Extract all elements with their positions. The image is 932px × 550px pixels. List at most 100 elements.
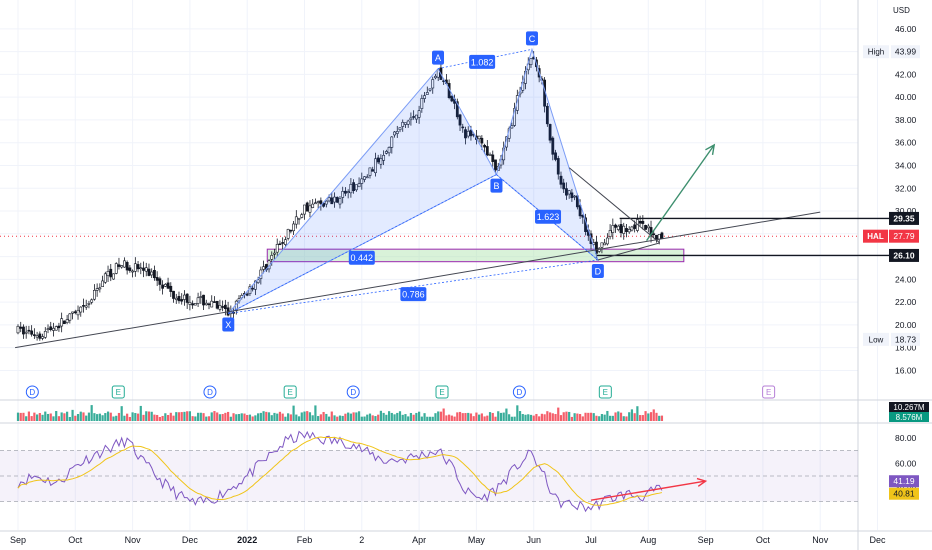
volume-bar bbox=[221, 414, 224, 421]
candle bbox=[401, 119, 405, 132]
candle-body bbox=[423, 95, 426, 99]
volume-bar bbox=[142, 414, 145, 421]
candle bbox=[404, 122, 407, 129]
volume-bar bbox=[134, 413, 137, 421]
dividend-marker-text: D bbox=[29, 388, 35, 397]
candle bbox=[352, 179, 356, 194]
time-axis-label: Nov bbox=[125, 535, 142, 545]
candle bbox=[32, 328, 36, 339]
dividend-marker[interactable]: D bbox=[346, 385, 360, 399]
volume-bar bbox=[338, 415, 342, 421]
candle bbox=[215, 300, 219, 310]
dividend-marker[interactable]: D bbox=[512, 385, 526, 399]
earnings-marker[interactable]: E bbox=[598, 385, 612, 399]
volume-bar bbox=[633, 413, 636, 421]
candle bbox=[98, 283, 102, 293]
volume-bar bbox=[202, 413, 205, 421]
volume-bar bbox=[85, 415, 88, 421]
earnings-marker[interactable]: E bbox=[762, 385, 776, 399]
volume-bar bbox=[456, 412, 459, 421]
volume-bar bbox=[147, 411, 151, 421]
candle bbox=[614, 223, 617, 233]
volume-bar bbox=[87, 412, 91, 421]
volume-bar bbox=[25, 416, 28, 421]
volume-bar bbox=[76, 414, 80, 421]
candle-body bbox=[62, 320, 66, 325]
candle-body bbox=[79, 306, 83, 313]
earnings-marker[interactable]: E bbox=[435, 385, 449, 399]
volume-bar bbox=[426, 416, 429, 421]
volume-bar bbox=[377, 414, 380, 421]
candle bbox=[185, 293, 189, 309]
dividend-marker[interactable]: D bbox=[203, 385, 217, 399]
earnings-marker-text: E bbox=[766, 388, 771, 397]
volume-bar bbox=[609, 415, 612, 421]
candle-body bbox=[573, 195, 577, 198]
volume-bar bbox=[557, 407, 560, 421]
volume-bar bbox=[445, 415, 448, 421]
volume-bar bbox=[199, 412, 202, 421]
price-badge-value-bg bbox=[889, 229, 919, 243]
candle bbox=[341, 186, 345, 204]
volume-bar bbox=[246, 414, 249, 421]
candle bbox=[311, 199, 315, 209]
candle-body bbox=[551, 137, 555, 155]
candle bbox=[616, 224, 620, 232]
candle-body bbox=[352, 182, 356, 191]
candle bbox=[297, 217, 301, 225]
candle bbox=[611, 218, 615, 240]
candle bbox=[38, 331, 42, 341]
rsi-axis-label: 60.00 bbox=[895, 458, 917, 468]
volume-bar bbox=[423, 413, 426, 421]
volume-bar bbox=[516, 405, 519, 421]
volume-bar bbox=[390, 412, 393, 421]
volume-bar bbox=[254, 415, 257, 421]
volume-bar bbox=[145, 411, 148, 421]
candle-body bbox=[161, 284, 165, 289]
dividend-marker[interactable]: D bbox=[25, 385, 39, 399]
rsi-pane bbox=[0, 430, 858, 513]
price-badge-value: 27.79 bbox=[893, 231, 915, 241]
candle bbox=[627, 226, 631, 234]
time-axis-label: Jul bbox=[585, 535, 597, 545]
candle-body bbox=[379, 158, 383, 165]
candle bbox=[73, 309, 77, 315]
pattern-point-bg bbox=[432, 50, 445, 65]
rsi-line bbox=[17, 430, 663, 513]
candle-body bbox=[60, 318, 64, 327]
harmonic-triangle-xab bbox=[227, 67, 498, 314]
candle bbox=[144, 262, 148, 277]
candle bbox=[155, 271, 159, 287]
candle-body bbox=[630, 226, 634, 231]
candle bbox=[545, 103, 549, 127]
candle bbox=[314, 198, 317, 205]
time-axis-label: Sep bbox=[698, 535, 714, 545]
candle bbox=[128, 264, 132, 273]
volume-bar bbox=[412, 414, 415, 421]
dividend-marker-text: D bbox=[516, 388, 522, 397]
volume-bar bbox=[183, 411, 186, 421]
candle-body bbox=[262, 266, 265, 270]
candle-body bbox=[412, 116, 416, 118]
earnings-marker[interactable]: E bbox=[111, 385, 125, 399]
rsi-badge-text: 41.19 bbox=[893, 476, 915, 486]
volume-bar bbox=[655, 412, 658, 421]
volume-bar bbox=[27, 411, 31, 421]
candle bbox=[406, 119, 410, 128]
candle-body bbox=[316, 201, 320, 203]
candle bbox=[395, 125, 399, 138]
drawings: 1.082 0.442 1.623 0.786 X A B C D bbox=[15, 31, 898, 349]
candle-body bbox=[180, 299, 184, 302]
candle bbox=[638, 215, 642, 227]
candle-body bbox=[603, 242, 607, 246]
price-axis-label: 18.00 bbox=[895, 343, 917, 353]
candle bbox=[303, 204, 306, 220]
candle bbox=[652, 230, 656, 239]
candle bbox=[567, 190, 571, 199]
earnings-marker[interactable]: E bbox=[283, 385, 297, 399]
candle bbox=[338, 195, 342, 209]
candle-body bbox=[32, 334, 36, 336]
volume-badge-text: 8.576M bbox=[896, 413, 923, 422]
